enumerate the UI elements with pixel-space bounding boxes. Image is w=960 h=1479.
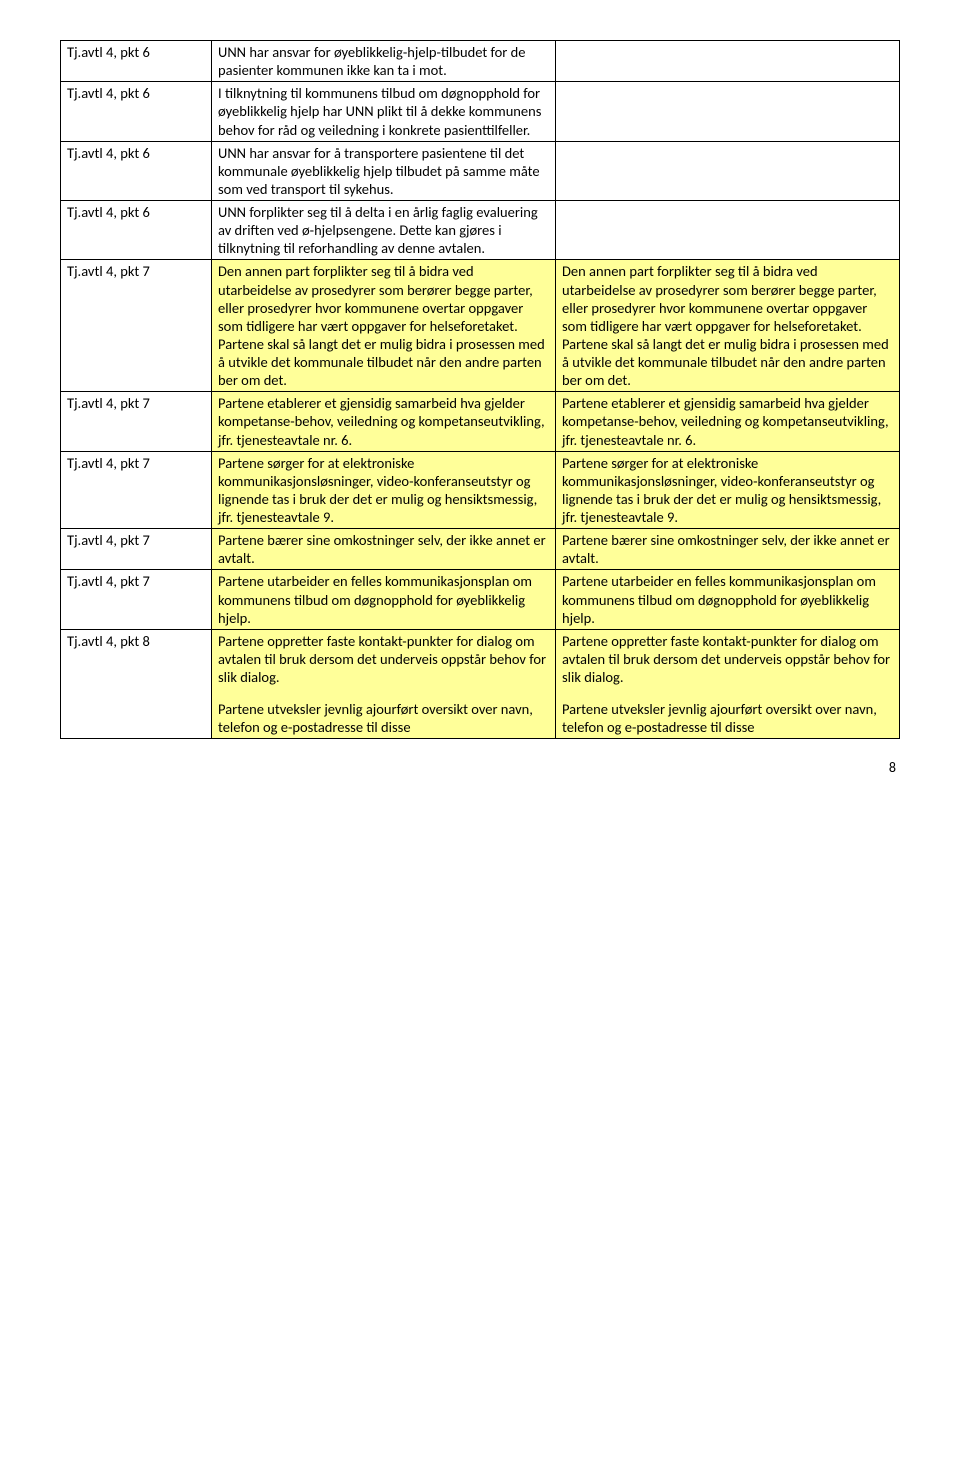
text-cell-right — [556, 41, 900, 82]
paragraph: Partene utarbeider en felles kommunikasj… — [562, 572, 893, 626]
paragraph: Partene etablerer et gjensidig samarbeid… — [562, 394, 893, 448]
text-cell-left: I tilknytning til kommunens tilbud om dø… — [212, 82, 556, 141]
paragraph: Partene utveksler jevnlig ajourført over… — [562, 700, 893, 736]
reference-cell: Tj.avtl 4, pkt 7 — [61, 392, 212, 451]
text-cell-right: Partene etablerer et gjensidig samarbeid… — [556, 392, 900, 451]
text-cell-left: Partene utarbeider en felles kommunikasj… — [212, 570, 556, 629]
paragraph: Den annen part forplikter seg til å bidr… — [562, 262, 893, 389]
paragraph: Partene etablerer et gjensidig samarbeid… — [218, 394, 549, 448]
reference-cell: Tj.avtl 4, pkt 7 — [61, 570, 212, 629]
text-cell-left: Den annen part forplikter seg til å bidr… — [212, 260, 556, 392]
table-row: Tj.avtl 4, pkt 6UNN forplikter seg til å… — [61, 201, 900, 260]
reference-cell: Tj.avtl 4, pkt 6 — [61, 41, 212, 82]
reference-cell: Tj.avtl 4, pkt 7 — [61, 260, 212, 392]
reference-cell: Tj.avtl 4, pkt 8 — [61, 629, 212, 739]
text-cell-left: UNN forplikter seg til å delta i en årli… — [212, 201, 556, 260]
paragraph: Partene bærer sine omkostninger selv, de… — [562, 531, 893, 567]
paragraph: Partene sørger for at elektroniske kommu… — [562, 454, 893, 527]
paragraph: I tilknytning til kommunens tilbud om dø… — [218, 84, 549, 138]
paragraph: Partene oppretter faste kontakt-punkter … — [562, 632, 893, 686]
paragraph: UNN forplikter seg til å delta i en årli… — [218, 203, 549, 257]
table-row: Tj.avtl 4, pkt 7Partene utarbeider en fe… — [61, 570, 900, 629]
reference-cell: Tj.avtl 4, pkt 6 — [61, 141, 212, 200]
paragraph: Partene utarbeider en felles kommunikasj… — [218, 572, 549, 626]
text-cell-right — [556, 82, 900, 141]
paragraph: UNN har ansvar for øyeblikkelig-hjelp-ti… — [218, 43, 549, 79]
paragraph: Den annen part forplikter seg til å bidr… — [218, 262, 549, 389]
table-row: Tj.avtl 4, pkt 6UNN har ansvar for øyebl… — [61, 41, 900, 82]
document-table: Tj.avtl 4, pkt 6UNN har ansvar for øyebl… — [60, 40, 900, 739]
paragraph: Partene sørger for at elektroniske kommu… — [218, 454, 549, 527]
table-row: Tj.avtl 4, pkt 6I tilknytning til kommun… — [61, 82, 900, 141]
text-cell-right: Partene utarbeider en felles kommunikasj… — [556, 570, 900, 629]
text-cell-left: Partene sørger for at elektroniske kommu… — [212, 451, 556, 529]
reference-cell: Tj.avtl 4, pkt 7 — [61, 451, 212, 529]
text-cell-right — [556, 201, 900, 260]
table-row: Tj.avtl 4, pkt 7Partene bærer sine omkos… — [61, 529, 900, 570]
table-row: Tj.avtl 4, pkt 8Partene oppretter faste … — [61, 629, 900, 739]
text-cell-right: Den annen part forplikter seg til å bidr… — [556, 260, 900, 392]
reference-cell: Tj.avtl 4, pkt 7 — [61, 529, 212, 570]
text-cell-right: Partene oppretter faste kontakt-punkter … — [556, 629, 900, 739]
reference-cell: Tj.avtl 4, pkt 6 — [61, 82, 212, 141]
text-cell-left: Partene oppretter faste kontakt-punkter … — [212, 629, 556, 739]
text-cell-left: UNN har ansvar for øyeblikkelig-hjelp-ti… — [212, 41, 556, 82]
text-cell-right: Partene sørger for at elektroniske kommu… — [556, 451, 900, 529]
reference-cell: Tj.avtl 4, pkt 6 — [61, 201, 212, 260]
paragraph: Partene utveksler jevnlig ajourført over… — [218, 700, 549, 736]
text-cell-right — [556, 141, 900, 200]
table-row: Tj.avtl 4, pkt 6UNN har ansvar for å tra… — [61, 141, 900, 200]
text-cell-left: Partene etablerer et gjensidig samarbeid… — [212, 392, 556, 451]
table-row: Tj.avtl 4, pkt 7Den annen part forplikte… — [61, 260, 900, 392]
paragraph: UNN har ansvar for å transportere pasien… — [218, 144, 549, 198]
table-row: Tj.avtl 4, pkt 7Partene etablerer et gje… — [61, 392, 900, 451]
text-cell-left: UNN har ansvar for å transportere pasien… — [212, 141, 556, 200]
table-row: Tj.avtl 4, pkt 7Partene sørger for at el… — [61, 451, 900, 529]
paragraph: Partene oppretter faste kontakt-punkter … — [218, 632, 549, 686]
paragraph: Partene bærer sine omkostninger selv, de… — [218, 531, 549, 567]
page-number: 8 — [60, 759, 900, 777]
text-cell-right: Partene bærer sine omkostninger selv, de… — [556, 529, 900, 570]
text-cell-left: Partene bærer sine omkostninger selv, de… — [212, 529, 556, 570]
